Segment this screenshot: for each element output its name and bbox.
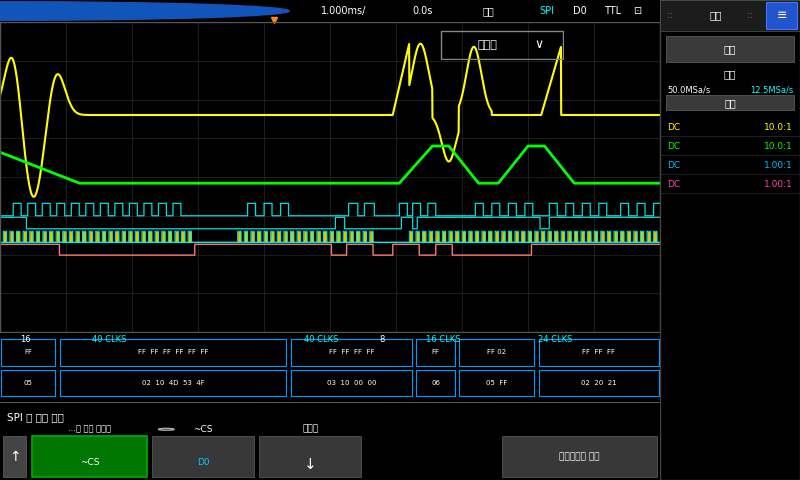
Text: 일반: 일반 <box>724 70 736 79</box>
Text: 16: 16 <box>20 335 30 344</box>
Text: 50.0MSa/s: 50.0MSa/s <box>667 86 710 95</box>
Bar <box>32 436 147 477</box>
Text: 06: 06 <box>431 380 440 386</box>
Bar <box>291 370 412 396</box>
Text: FF  FF  FF  FF  FF  FF: FF FF FF FF FF FF <box>138 349 209 355</box>
Text: 2: 2 <box>112 6 118 16</box>
Text: 요약: 요약 <box>710 11 722 20</box>
Text: 24 CLKS: 24 CLKS <box>538 335 572 344</box>
Bar <box>417 370 454 396</box>
Text: 05: 05 <box>24 380 33 386</box>
Text: 0.0s: 0.0s <box>412 6 433 16</box>
Text: 3: 3 <box>192 6 198 16</box>
Bar <box>538 339 659 366</box>
Text: FF: FF <box>24 349 32 355</box>
Bar <box>60 370 286 396</box>
Text: ...에 의한 프레임: ...에 의한 프레임 <box>68 425 111 434</box>
Bar <box>1 370 55 396</box>
Text: ↑: ↑ <box>9 450 21 464</box>
Text: 03  10  00  00: 03 10 00 00 <box>326 380 376 386</box>
Text: ::: :: <box>667 11 673 20</box>
Text: DC: DC <box>667 161 680 170</box>
Text: 12.5MSa/s: 12.5MSa/s <box>750 86 793 95</box>
Text: 02  20  21: 02 20 21 <box>581 380 617 386</box>
Bar <box>766 2 797 29</box>
Text: ~CS: ~CS <box>194 425 213 434</box>
Text: 한계치: 한계치 <box>302 425 318 434</box>
Text: 10.0:1: 10.0:1 <box>764 123 793 132</box>
Bar <box>666 36 794 62</box>
Bar <box>459 370 534 396</box>
Text: 05  FF: 05 FF <box>486 380 507 386</box>
Text: 10.0:1: 10.0:1 <box>764 142 793 151</box>
Bar <box>417 339 454 366</box>
Text: FF  FF  FF: FF FF FF <box>582 349 615 355</box>
Bar <box>666 95 794 110</box>
Text: DC: DC <box>667 123 680 132</box>
Text: 자동: 자동 <box>482 6 494 16</box>
Text: ↓: ↓ <box>304 457 317 472</box>
Text: DC: DC <box>667 180 680 189</box>
Bar <box>291 339 412 366</box>
Text: DC: DC <box>667 142 680 151</box>
Text: ⊡: ⊡ <box>633 6 641 16</box>
Text: 포착: 포착 <box>724 45 736 54</box>
Bar <box>3 436 26 477</box>
Bar <box>660 0 800 31</box>
Bar <box>152 436 254 477</box>
Bar <box>1 339 55 366</box>
Text: TTL: TTL <box>604 6 621 16</box>
Bar <box>60 339 286 366</box>
Bar <box>538 370 659 396</box>
Text: FF: FF <box>432 349 440 355</box>
Text: ≡: ≡ <box>8 6 16 16</box>
Text: 1.00:1: 1.00:1 <box>764 180 793 189</box>
Text: 리스터: 리스터 <box>477 40 497 50</box>
Text: 디스플레이 정보: 디스플레이 정보 <box>559 452 600 461</box>
Text: 1.00:1: 1.00:1 <box>764 161 793 170</box>
Text: SPI: SPI <box>539 6 554 16</box>
Text: SPI 칩 선택 메뉴: SPI 칩 선택 메뉴 <box>6 413 63 422</box>
Text: 16 CLKS: 16 CLKS <box>426 335 460 344</box>
Text: 02  10  4D  53  4F: 02 10 4D 53 4F <box>142 380 205 386</box>
Text: D0: D0 <box>573 6 586 16</box>
Text: ≡: ≡ <box>777 9 787 22</box>
Text: 1.000ms/: 1.000ms/ <box>321 6 366 16</box>
Text: 8: 8 <box>379 335 385 344</box>
Bar <box>258 436 361 477</box>
Text: D0: D0 <box>197 458 210 468</box>
Circle shape <box>0 2 289 20</box>
Bar <box>502 436 657 477</box>
Text: 5.00V/: 5.00V/ <box>128 6 159 16</box>
Text: 40 CLKS: 40 CLKS <box>304 335 338 344</box>
Text: 1: 1 <box>34 6 39 16</box>
Text: 채널: 채널 <box>724 98 736 108</box>
Text: ~CS: ~CS <box>80 458 99 468</box>
Bar <box>459 339 534 366</box>
Text: ::: :: <box>747 11 752 20</box>
Text: FF  FF  FF  FF: FF FF FF FF <box>329 349 374 355</box>
Text: 40 CLKS: 40 CLKS <box>93 335 126 344</box>
Text: FF 02: FF 02 <box>487 349 506 355</box>
Text: ∨: ∨ <box>534 38 544 51</box>
Text: 2.00V/: 2.00V/ <box>47 6 78 16</box>
